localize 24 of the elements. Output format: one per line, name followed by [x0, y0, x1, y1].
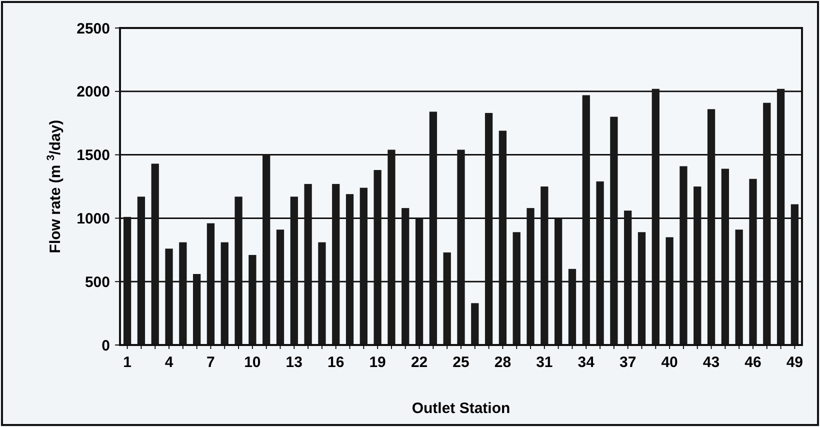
x-tick-label: 4: [164, 354, 174, 371]
y-tick-label: 2000: [76, 84, 110, 101]
y-tick-label: 1000: [76, 210, 110, 228]
x-tick-label: 46: [744, 354, 762, 371]
x-axis-title: Outlet Station: [412, 400, 510, 417]
x-tick-label: 37: [620, 354, 636, 371]
x-tick-label: 19: [369, 354, 386, 371]
x-tick-label: 40: [661, 354, 678, 371]
x-tick-label: 7: [206, 354, 215, 371]
y-tick-label: 0: [102, 337, 110, 354]
y-tick-label: 1500: [76, 147, 110, 164]
x-tick-label: 25: [452, 354, 470, 371]
y-tick-label: 500: [84, 274, 110, 291]
x-tick-label: 43: [702, 354, 720, 371]
x-tick-label: 16: [328, 354, 344, 371]
x-tick-label: 10: [244, 354, 261, 371]
x-tick-label: 31: [536, 354, 553, 371]
y-tick-label: 2500: [76, 20, 110, 38]
x-tick-label: 13: [286, 354, 302, 371]
x-tick-label: 34: [578, 354, 596, 371]
x-tick-label: 28: [494, 354, 512, 371]
x-tick-label: 1: [123, 354, 132, 371]
x-tick-label: 49: [786, 354, 804, 371]
x-tick-label: 22: [410, 354, 428, 371]
